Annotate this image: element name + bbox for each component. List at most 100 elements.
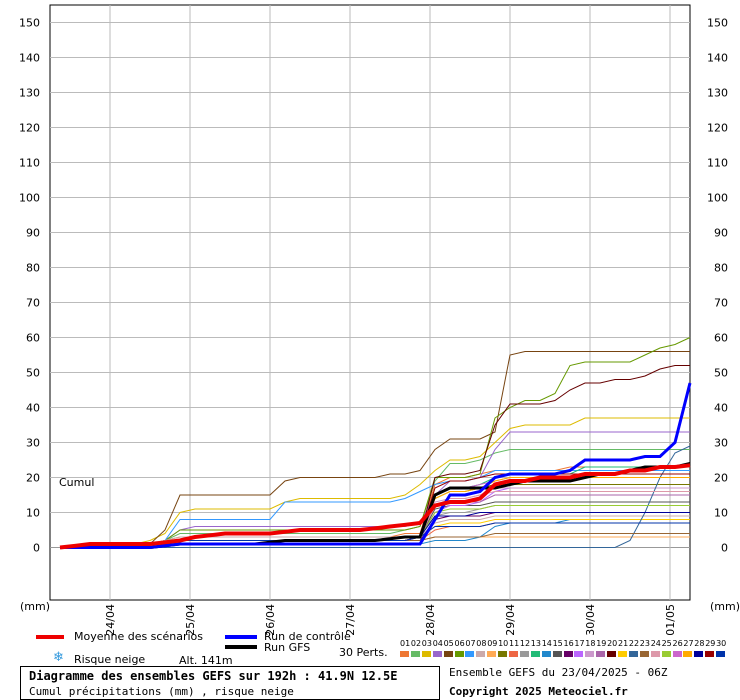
y-tick-label-right: 20	[714, 472, 728, 485]
member-number: 12	[519, 639, 531, 648]
member-color-swatch	[672, 651, 682, 657]
x-tick-label: 28/04	[424, 604, 437, 636]
ensemble-run-label: Ensemble GEFS du 23/04/2025 - 06Z	[449, 666, 668, 679]
member-number: 26	[672, 639, 683, 648]
y-tick-label-right: 60	[714, 332, 728, 345]
x-tick-label: 25/04	[184, 604, 197, 636]
member-color-swatch	[509, 651, 518, 657]
member-color-swatch	[683, 651, 693, 657]
member-line-22	[60, 445, 691, 548]
member-number: 21	[618, 639, 629, 648]
member-number: 01	[400, 639, 411, 648]
chart-title: Diagramme des ensembles GEFS sur 192h : …	[29, 669, 398, 683]
member-number: 17	[574, 639, 585, 648]
y-tick-label-left: 90	[26, 227, 40, 240]
member-line-03	[60, 417, 690, 548]
member-color-swatch	[552, 651, 562, 657]
y-tick-label-right: 90	[714, 227, 728, 240]
legend-mean-swatch	[36, 635, 64, 639]
member-number: 03	[421, 639, 432, 648]
perts-label: 30 Perts.	[339, 646, 388, 659]
y-tick-label-right: 140	[707, 52, 728, 65]
y-tick-label-left: 130	[19, 87, 40, 100]
member-color-swatch	[530, 651, 540, 657]
y-tick-label-left: 60	[26, 332, 40, 345]
member-number: 27	[683, 639, 694, 648]
member-number: 28	[694, 639, 705, 648]
member-color-swatch	[661, 651, 671, 657]
legend-control-label: Run de contrôle	[264, 630, 351, 643]
chart-subtitle: Cumul précipitations (mm) , risque neige	[29, 685, 294, 698]
y-tick-label-left: 50	[26, 367, 40, 380]
member-color-swatch	[421, 651, 431, 657]
y-tick-label-right: 30	[714, 437, 728, 450]
member-number: 30	[716, 639, 727, 648]
member-color-swatch	[716, 651, 726, 657]
x-tick-label: 27/04	[344, 604, 357, 636]
member-number: 05	[443, 639, 454, 648]
member-number: 15	[552, 639, 563, 648]
member-number: 16	[563, 639, 574, 648]
y-unit-left: (mm)	[20, 600, 50, 613]
y-tick-label-right: 0	[721, 542, 728, 555]
member-number: 13	[530, 639, 541, 648]
title-box: Diagramme des ensembles GEFS sur 192h : …	[20, 666, 440, 700]
member-color-swatch	[498, 651, 508, 657]
member-number: 10	[498, 639, 509, 648]
member-color-swatch	[585, 651, 595, 657]
member-color-swatch	[443, 651, 453, 657]
x-tick-label: 30/04	[584, 604, 597, 636]
x-tick-label: 26/04	[264, 604, 277, 636]
member-number: 24	[650, 639, 661, 648]
member-color-swatch	[400, 651, 409, 657]
y-tick-label-left: 150	[19, 17, 40, 30]
control-line	[60, 382, 692, 549]
y-tick-label-left: 0	[33, 542, 40, 555]
member-color-swatch	[541, 651, 551, 657]
legend-snow-label: Risque neige	[74, 653, 146, 666]
y-tick-label-right: 70	[714, 297, 728, 310]
legend-gfs-swatch	[225, 645, 257, 649]
chart-axes: 0 0 10 10 20 20 30 30 40 40 50 50 60 60 70 70 80 80 90 90 10…	[19, 17, 728, 636]
x-tick-label: 29/04	[504, 604, 517, 636]
member-color-swatch	[607, 651, 617, 657]
member-color-swatch	[639, 651, 649, 657]
member-color-swatch	[618, 651, 627, 657]
y-tick-label-left: 40	[26, 402, 40, 415]
y-tick-label-left: 80	[26, 262, 40, 275]
y-tick-label-left: 140	[19, 52, 40, 65]
member-color-swatch	[628, 651, 638, 657]
y-tick-label-right: 130	[707, 87, 728, 100]
y-tick-label-right: 40	[714, 402, 728, 415]
y-tick-label-left: 110	[19, 157, 40, 170]
legend-gfs-label: Run GFS	[264, 641, 311, 654]
member-color-swatch	[596, 651, 606, 657]
y-tick-label-left: 120	[19, 122, 40, 135]
y-tick-label-right: 150	[707, 17, 728, 30]
member-number: 11	[509, 639, 520, 648]
member-number: 20	[607, 639, 618, 648]
snowflake-icon: ❄	[53, 650, 64, 665]
main-series	[59, 382, 692, 550]
y-tick-label-right: 120	[707, 122, 728, 135]
member-color-swatch	[574, 651, 584, 657]
member-color-swatch	[454, 651, 464, 657]
x-tick-label: 24/04	[104, 604, 117, 636]
y-tick-label-right: 10	[714, 507, 728, 520]
member-number: 18	[585, 639, 596, 648]
member-number: 08	[476, 639, 487, 648]
member-color-swatch	[694, 651, 704, 657]
cumul-label: Cumul	[59, 476, 94, 489]
y-tick-label-left: 70	[26, 297, 40, 310]
x-tick-label: 01/05	[664, 604, 677, 636]
member-color-swatch	[476, 651, 486, 657]
legend-mean-label: Moyenne des scénarios	[74, 630, 203, 643]
member-number: 23	[639, 639, 650, 648]
member-color-swatch	[650, 651, 660, 657]
y-tick-label-right: 50	[714, 367, 728, 380]
member-number: 14	[541, 639, 552, 648]
y-tick-label-left: 20	[26, 472, 40, 485]
y-tick-label-right: 110	[707, 157, 728, 170]
member-number: 29	[705, 639, 716, 648]
member-color-swatch	[487, 651, 497, 657]
